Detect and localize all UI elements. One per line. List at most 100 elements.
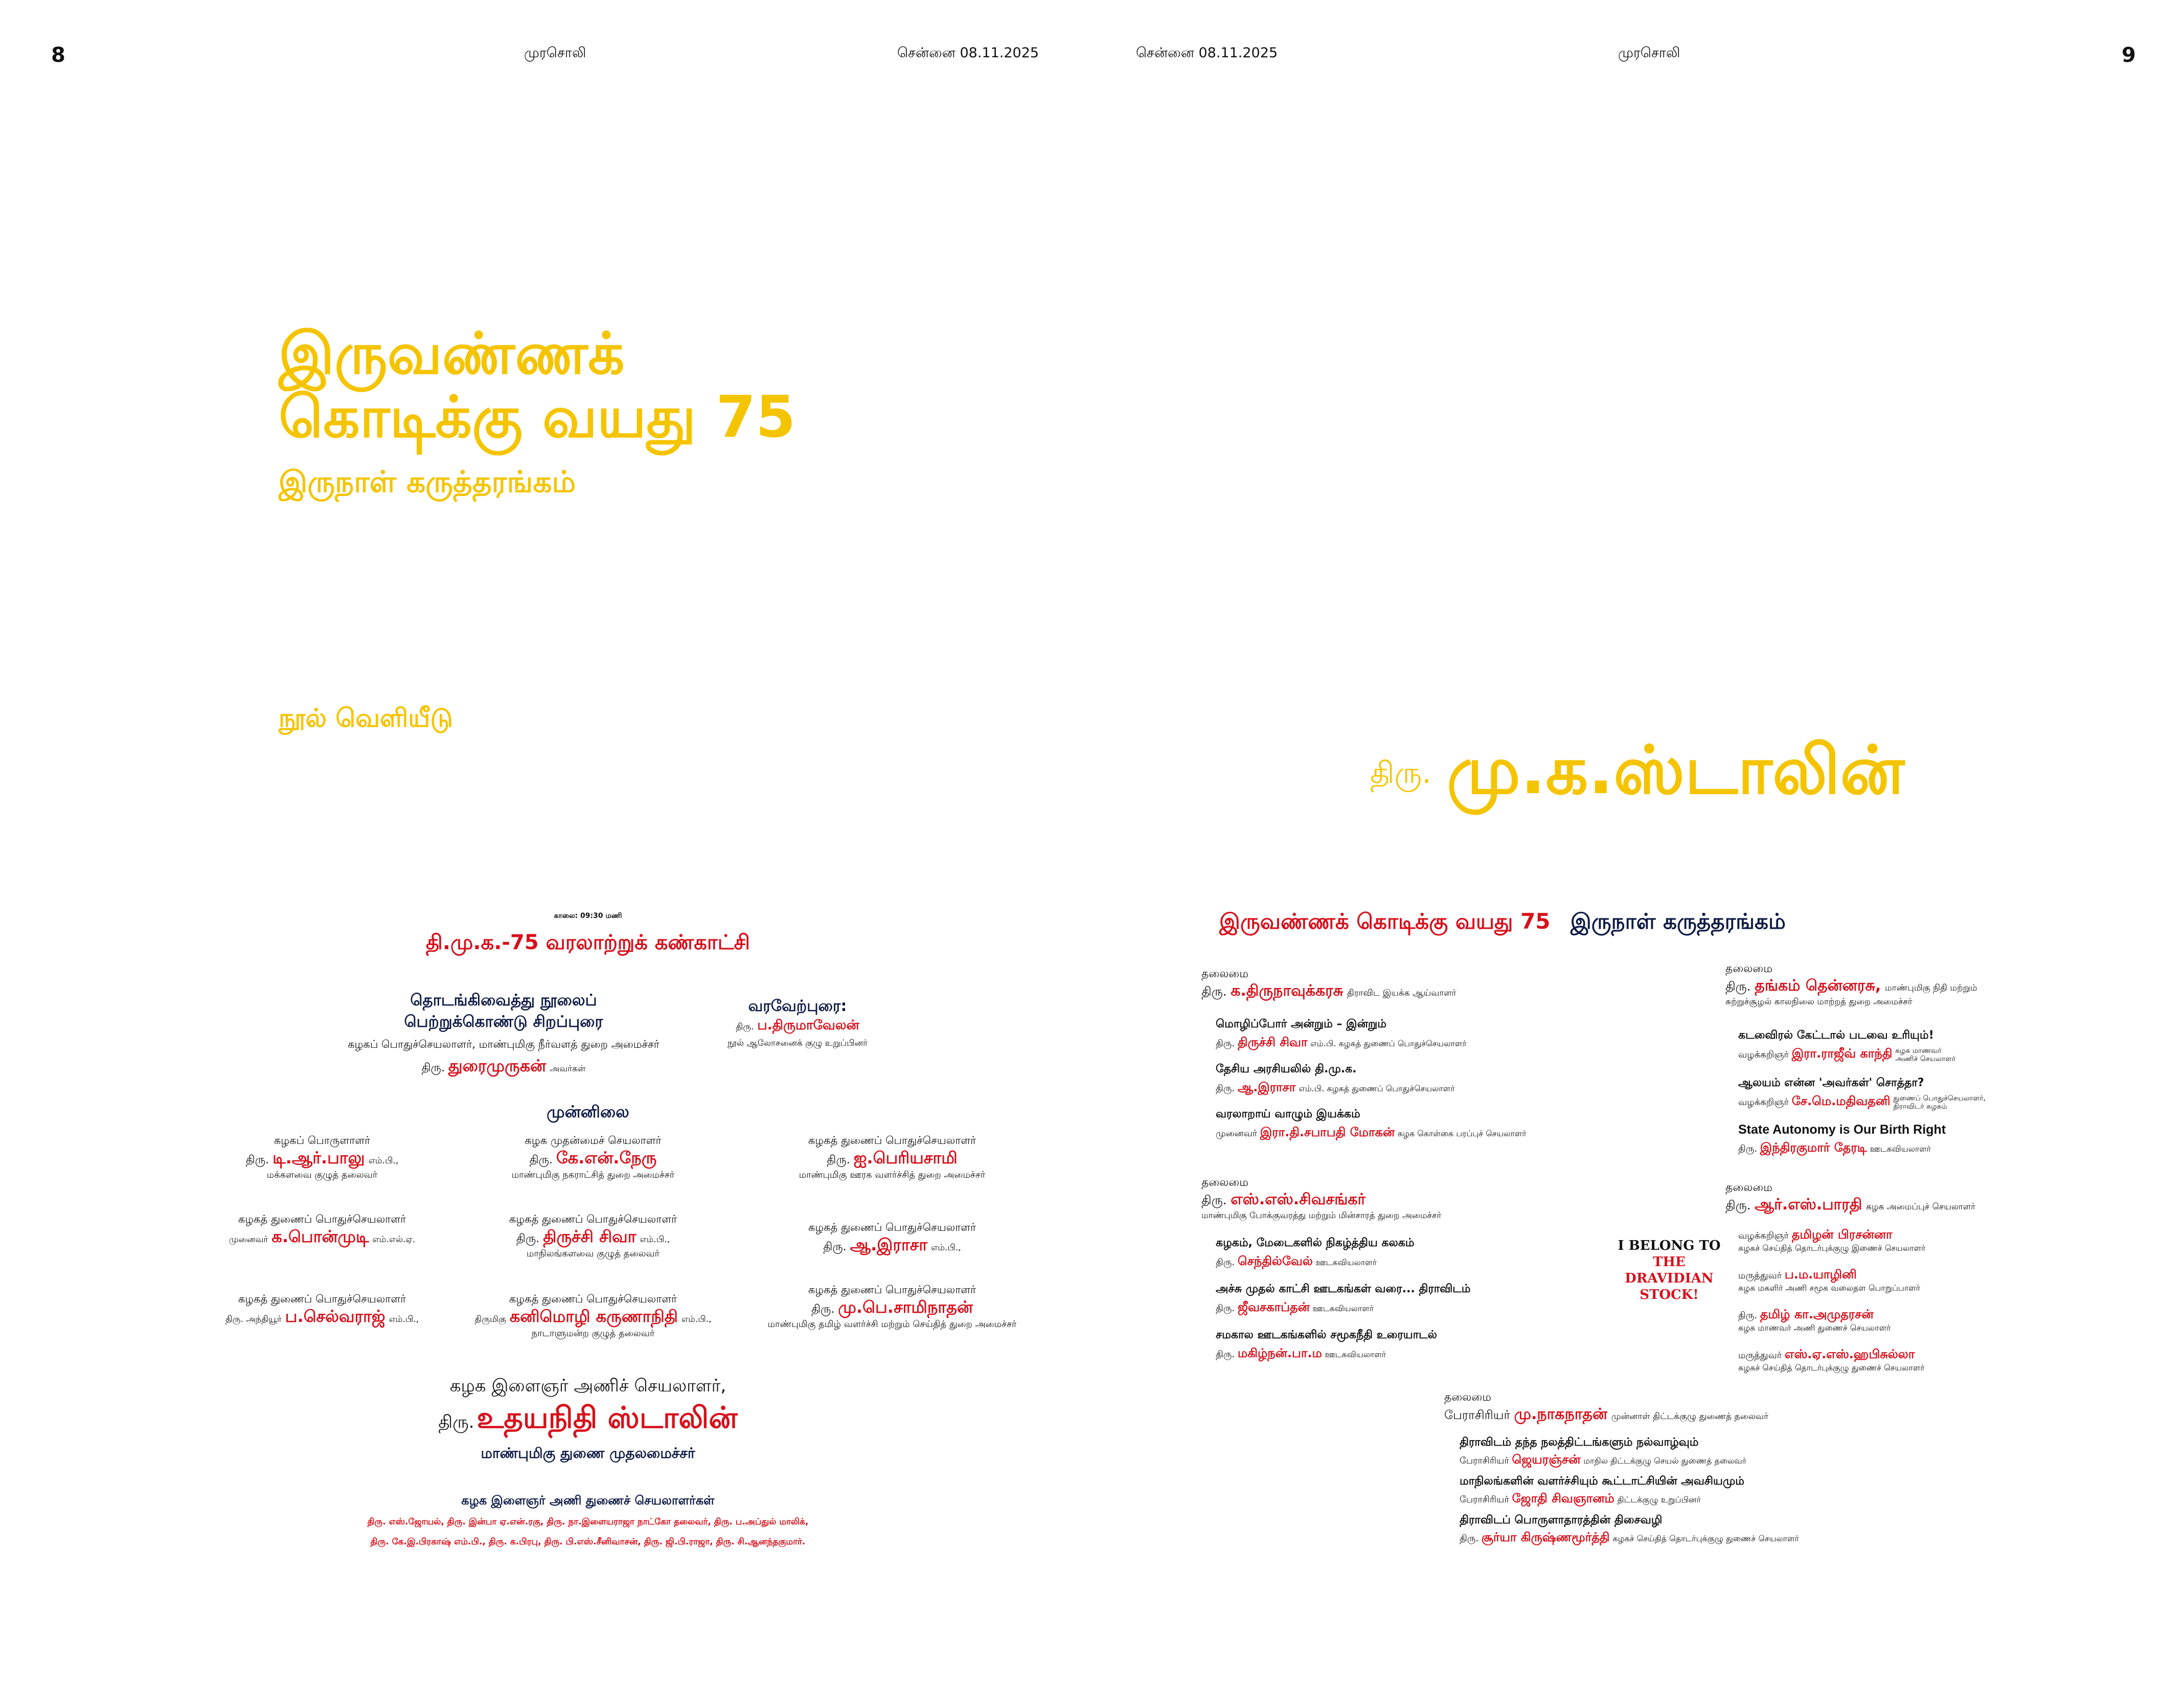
speaker-desc: ஊடகவியலாளர்	[1870, 1144, 1931, 1154]
person-prefix: திரு. அந்தியூர்	[225, 1314, 282, 1324]
person-role: கழகத் துணைப் பொதுச்செயலாளர்	[808, 1134, 976, 1147]
speaker-desc: கழகச் செய்தித் தொடர்புக்குழு இணைச் செயலா…	[1738, 1243, 1926, 1253]
talk: State Autonomy is Our Birth Right திரு. …	[1738, 1122, 1946, 1156]
book-release-label: நூல் வெளியீடு	[279, 703, 453, 733]
seminar-heading: இருவண்ணக் கொடிக்கு வயது 75 இருநாள் கருத்…	[1219, 909, 1786, 937]
seminar-heading-navy: இருநாள் கருத்தரங்கம்	[1570, 909, 1786, 934]
person-role: கழகத் துணைப் பொதுச்செயலாளர்	[238, 1213, 406, 1225]
talk-topic: அச்சு முதல் காட்சி ஊடகங்கள் வரை... திராவ…	[1216, 1283, 1471, 1295]
book-release-prefix: திரு.	[1370, 755, 1431, 790]
speaker-desc: அணிச் செயலாளர்	[1895, 1055, 1956, 1063]
speaker-prefix: முனைவர்	[1216, 1128, 1258, 1139]
youth-leader: திரு. உதயநிதி ஸ்டாலின்	[358, 1400, 818, 1439]
talk-topic: சமகால ஊடகங்களில் சமூகநீதி உரையாடல்	[1216, 1329, 1437, 1341]
presence-person: கழகப் பொருளாளர் திரு. டி.ஆர்.பாலு எம்.பி…	[169, 1134, 475, 1181]
speaker-desc: கழகச் செய்தித் தொடர்புக்குழு துணைச் செயல…	[1738, 1363, 1925, 1373]
speaker-desc: கழக மாணவர்	[1895, 1047, 1942, 1055]
person-name: திருச்சி சிவா	[543, 1227, 636, 1246]
talk: கழகம், மேடைகளில் நிகழ்த்திய கலகம் திரு. …	[1216, 1237, 1415, 1270]
person-suffix: எம்.எல்.ஏ.	[372, 1234, 416, 1245]
person-sub: மாநிலங்களவை குழுத் தலைவர்	[526, 1248, 660, 1259]
speaker-name: மகிழ்நன்.பா.ம	[1237, 1346, 1322, 1360]
opening-speaker: திரு. துரைமுருகன் அவர்கள்	[286, 1056, 721, 1077]
speaker-desc: ஊடகவியலாளர்	[1315, 1257, 1377, 1267]
slogan-line-1: I BELONG TO	[1618, 1238, 1721, 1253]
presence-person: கழகத் துணைப் பொதுச்செயலாளர் திருமிகு கனி…	[440, 1293, 746, 1340]
speaker-name: இரா.தி.சபாபதி மோகன்	[1260, 1125, 1395, 1139]
speaker-name: ஜோதி சிவஞானம்	[1512, 1491, 1614, 1506]
presence-person: கழகத் துணைப் பொதுச்செயலாளர் திரு. ஆ.இராச…	[739, 1221, 1045, 1256]
session-5: தலைமை பேராசிரியர் மு.நாகநாதன் முன்னாள் த…	[1444, 1391, 1768, 1425]
presence-person: கழகத் துணைப் பொதுச்செயலாளர் திரு. திருச்…	[440, 1213, 746, 1260]
chair-name: தங்கம் தென்னரசு,	[1755, 977, 1881, 995]
youth-role: கழக இளைஞர் அணிச் செயலாளர்,	[449, 1376, 726, 1396]
slogan-line-3: DRAVIDIAN	[1625, 1271, 1714, 1286]
speaker-desc: திட்டக்குழு உறுப்பினர்	[1617, 1495, 1701, 1504]
exhibition-title: தி.மு.க.-75 வரலாற்றுக் கண்காட்சி	[426, 931, 750, 954]
presence-title: முன்னிலை	[547, 1102, 629, 1121]
hero-subtitle: இருநாள் கருத்தரங்கம்	[279, 464, 576, 499]
speaker-prefix: திரு.	[1216, 1303, 1235, 1314]
chair-desc: மாண்புமிகு போக்குவரத்து மற்றும் மின்சாரத…	[1201, 1210, 1442, 1221]
book-release-person: மு.க.ஸ்டாலின்	[1446, 731, 1905, 809]
speaker-name: எஸ்.ஏ.எஸ்.ஹபிசுல்லா	[1784, 1347, 1915, 1361]
talk-topic: State Autonomy is Our Birth Right	[1738, 1122, 1946, 1137]
talk: மருத்துவர் எஸ்.ஏ.எஸ்.ஹபிசுல்லா கழகச் செய…	[1738, 1347, 1925, 1374]
speaker-prefix: திரு.	[1216, 1349, 1235, 1360]
speaker-desc: திராவிடர் கழகம்	[1893, 1103, 1947, 1111]
speaker-prefix: திரு.	[1216, 1038, 1235, 1049]
speaker-prefix: வழக்கறிஞர்	[1738, 1230, 1789, 1241]
speaker-name: சே.மெ.மதிவதனி	[1791, 1094, 1891, 1108]
chair-label: தலைமை	[1201, 1176, 1248, 1189]
youth-deputies-line-1: திரு. எஸ்.ஜோயல், திரு. இன்பா ஏ.என்.ரகு, …	[367, 1517, 809, 1527]
session-time: காலை: 09:30 மணி	[554, 912, 622, 920]
talk: மொழிப்போர் அன்றும் – இன்றும் திரு. திருச…	[1216, 1018, 1467, 1051]
person-prefix: திருமிகு	[474, 1314, 506, 1324]
speaker-desc: துணைப் பொதுச்செயலாளர்,	[1893, 1094, 1986, 1103]
speaker-name: ஆ.இராசா	[1237, 1080, 1296, 1094]
talk: ஆலயம் என்ன 'அவர்கள்' சொத்தா? வழக்கறிஞர் …	[1738, 1076, 1986, 1111]
chair-desc: மாண்புமிகு நிதி மற்றும்	[1884, 983, 1977, 993]
youth-deputies-line-2: திரு. கே.இ.பிரகாஷ் எம்.பி., திரு. க.பிரப…	[370, 1537, 806, 1547]
talk: மருத்துவர் ப.ம.யாழினி கழக மகளிர் அணி சமூ…	[1738, 1267, 1920, 1294]
talk-topic: வரலாறாய் வாழும் இயக்கம்	[1216, 1108, 1360, 1120]
talk-topic: கழகம், மேடைகளில் நிகழ்த்திய கலகம்	[1216, 1237, 1415, 1249]
seminar-heading-red: இருவண்ணக் கொடிக்கு வயது 75	[1219, 909, 1551, 934]
speaker-desc: எம்.பி. கழகத் துணைப் பொதுச்செயலாளர்	[1310, 1039, 1467, 1048]
speaker-prefix: மருத்துவர்	[1738, 1350, 1782, 1361]
slogan-line-2: THE	[1653, 1254, 1686, 1270]
speaker-prefix: திரு.	[1216, 1257, 1235, 1268]
speaker-name: தமிழன் பிரசன்னா	[1791, 1227, 1893, 1242]
slogan-line-4: STOCK!	[1640, 1287, 1699, 1302]
speaker-name: செந்தில்வேல்	[1237, 1254, 1313, 1268]
presence-person: கழக முதன்மைச் செயலாளர் திரு. கே.என்.நேரு…	[440, 1134, 746, 1181]
chair-name: ஆர்.எஸ்.பாரதி	[1755, 1196, 1862, 1214]
talk-topic: திராவிடப் பொருளாதாரத்தின் திசைவழி	[1460, 1514, 1663, 1526]
speaker-name: திருச்சி சிவா	[1237, 1035, 1308, 1049]
speaker-prefix: வழக்கறிஞர்	[1738, 1049, 1789, 1060]
talk-topic: மாநிலங்களின் வளர்ச்சியும் கூட்டாட்சியின்…	[1460, 1475, 1744, 1488]
hero-title: இருவண்ணக் கொடிக்கு வயது 75	[279, 322, 795, 449]
chair-desc: கழக அமைப்புச் செயலாளர்	[1866, 1202, 1975, 1212]
person-prefix: திரு.	[823, 1241, 847, 1253]
youth-deputies-title: கழக இளைஞர் அணி துணைச் செயலாளர்கள்	[461, 1493, 715, 1508]
speaker-name: தமிழ் கா.அமுதரசன்	[1760, 1307, 1874, 1321]
presence-person: கழகத் துணைப் பொதுச்செயலாளர் முனைவர் க.பொ…	[169, 1213, 475, 1248]
opening-suffix: அவர்கள்	[550, 1064, 586, 1074]
speaker-desc: கழக மகளிர் அணி சமூக வலைதள பொறுப்பாளர்	[1738, 1283, 1920, 1293]
speaker-desc: ஊடகவியலாளர்	[1312, 1304, 1374, 1313]
chair-prefix: திரு.	[1725, 1198, 1751, 1212]
person-name: ப.செல்வராஜ்	[285, 1307, 385, 1326]
chair-desc-2: சுற்றுச்சூழல் காலநிலை மாற்றத் துறை அமைச்…	[1725, 997, 1913, 1007]
person-role: கழகத் துணைப் பொதுச்செயலாளர்	[808, 1221, 976, 1233]
person-role: கழகத் துணைப் பொதுச்செயலாளர்	[808, 1284, 976, 1296]
speaker-desc: கழக கொள்கை பரப்புச் செயலாளர்	[1397, 1129, 1527, 1138]
person-prefix: திரு.	[827, 1154, 850, 1166]
person-sub: மக்களவை குழுத் தலைவர்	[266, 1170, 378, 1180]
speaker-prefix: வழக்கறிஞர்	[1738, 1097, 1789, 1108]
talk: திராவிடம் தந்த நலத்திட்டங்களும் நல்வாழ்வ…	[1460, 1436, 1746, 1468]
speaker-name: சூர்யா கிருஷ்ணமூர்த்தி	[1481, 1530, 1610, 1544]
speaker-name: ஜெயரஞ்சன்	[1512, 1452, 1581, 1467]
speaker-prefix: திரு.	[1738, 1310, 1758, 1321]
chair-prefix: திரு.	[1201, 984, 1227, 999]
